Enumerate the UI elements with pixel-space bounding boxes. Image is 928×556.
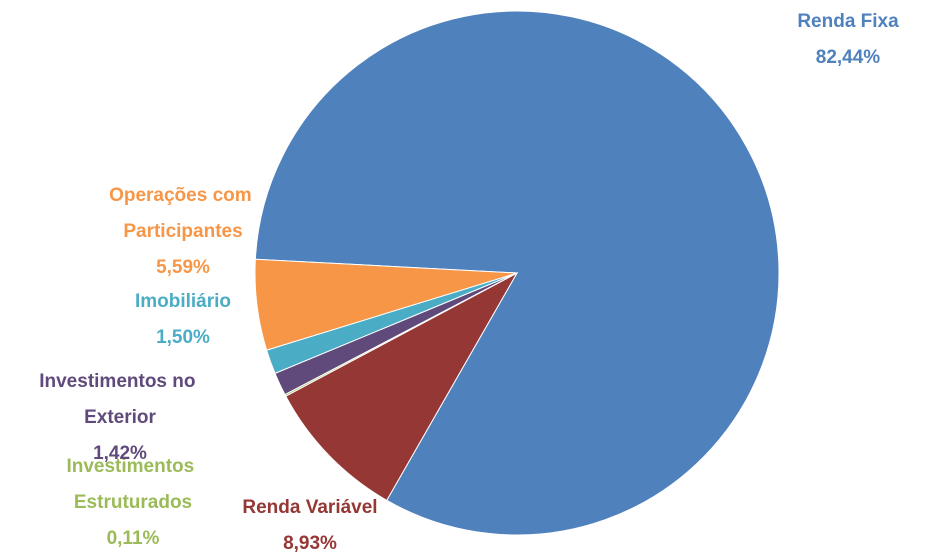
value-label: 1,42% [93, 443, 147, 464]
label-line: Investimentos [66, 456, 199, 477]
label-line: Investimentos no [39, 371, 201, 392]
label-line: Operações com [109, 185, 257, 206]
slice-label: Renda Variável [242, 497, 377, 518]
value-label: 8,93% [283, 533, 337, 554]
label-line: Exterior [84, 407, 156, 428]
label-line: Renda Variável [242, 497, 377, 518]
value-label: 82,44% [816, 47, 881, 68]
label-line: Renda Fixa [797, 11, 899, 32]
pie-slice [285, 271, 519, 502]
slice-label: Operações com Participantes [109, 185, 257, 242]
label-line: Imobiliário [135, 291, 231, 312]
value-label: 5,59% [156, 257, 210, 278]
slice-label: Imobiliário [135, 291, 231, 312]
label-line: Participantes [123, 221, 242, 242]
value-label: 0,11% [107, 528, 160, 549]
slice-label: Investimentos no Exterior [39, 371, 201, 428]
slice-label: Renda Fixa [797, 11, 899, 32]
label-line: Estruturados [74, 492, 192, 513]
pie-slice [254, 258, 518, 351]
value-label: 1,50% [156, 327, 210, 348]
slice-label: Investimentos Estruturados [66, 456, 199, 513]
